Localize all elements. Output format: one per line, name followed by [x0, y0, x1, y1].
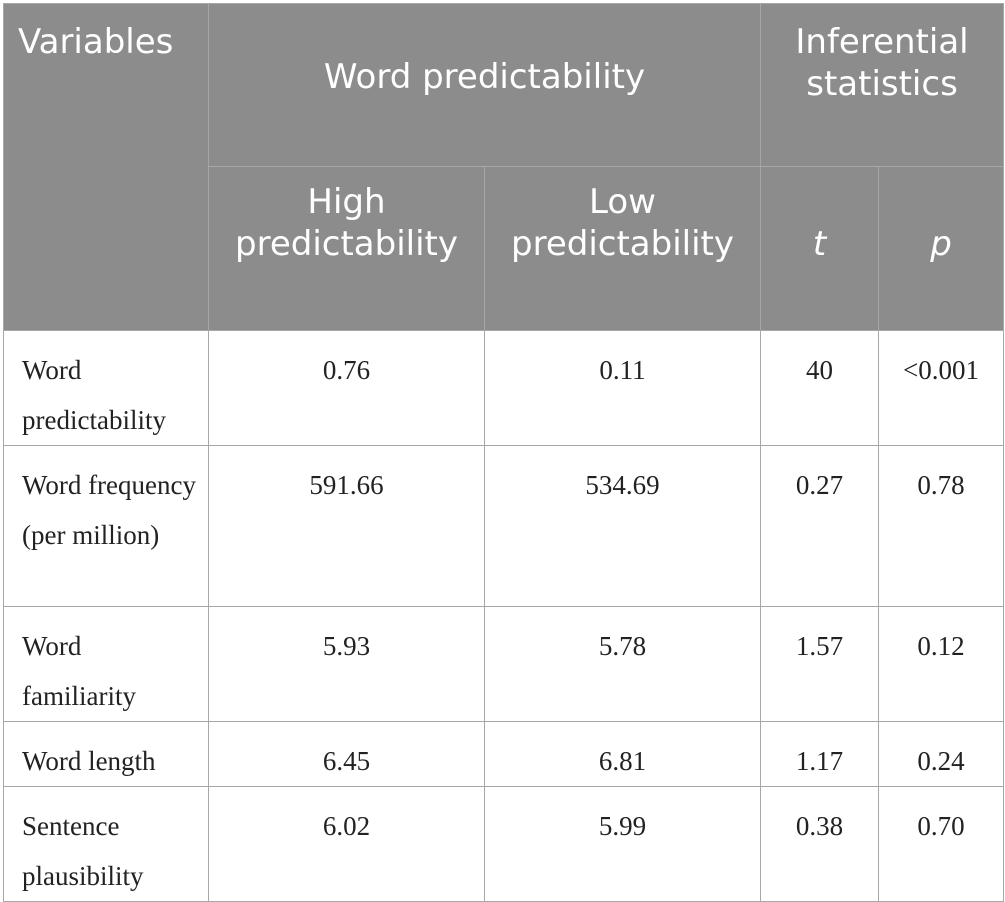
cell-high: 6.45 [208, 721, 485, 787]
row-variable: Sentence plausibility [3, 786, 209, 902]
cell-p: 0.24 [878, 721, 1005, 787]
row-variable: Word frequency (per million) [3, 445, 209, 607]
table-row: Word frequency (per million) 591.66 534.… [3, 445, 1005, 607]
cell-low: 534.69 [483, 445, 762, 607]
row-variable: Word familiarity [3, 606, 209, 722]
cell-high: 591.66 [208, 445, 485, 607]
header-p: p [878, 166, 1005, 331]
header-variables: Variables [3, 3, 209, 331]
cell-t: 40 [760, 330, 880, 446]
header-word-predictability: Word predictability [207, 3, 762, 167]
table-row: Word predictability 0.76 0.11 40 <0.001 [3, 330, 1005, 446]
cell-low: 5.78 [483, 606, 762, 722]
header-high-predictability: High predictability [208, 166, 485, 331]
table-header: Variables Word predictability Inferentia… [3, 3, 1005, 331]
row-variable: Word length [3, 721, 209, 787]
cell-low: 0.11 [483, 330, 762, 446]
header-t: t [760, 166, 880, 331]
stimulus-properties-table: Variables Word predictability Inferentia… [3, 3, 1005, 902]
row-variable: Word predictability [3, 330, 209, 446]
header-low-predictability: Low predictability [483, 166, 762, 331]
header-inferential-statistics: Inferential statistics [760, 3, 1005, 167]
table-body: Word predictability 0.76 0.11 40 <0.001 … [3, 330, 1005, 902]
cell-high: 0.76 [208, 330, 485, 446]
cell-p: <0.001 [878, 330, 1005, 446]
cell-high: 6.02 [208, 786, 485, 902]
subheader-row: High predictability Low predictability t… [4, 166, 1005, 331]
cell-p: 0.78 [878, 445, 1005, 607]
cell-p: 0.12 [878, 606, 1005, 722]
cell-t: 0.38 [760, 786, 880, 902]
table-row: Word familiarity 5.93 5.78 1.57 0.12 [3, 606, 1005, 722]
cell-p: 0.70 [878, 786, 1005, 902]
table-row: Word length 6.45 6.81 1.17 0.24 [3, 721, 1005, 787]
header-row: Variables Word predictability Inferentia… [3, 3, 1005, 331]
cell-t: 1.57 [760, 606, 880, 722]
cell-low: 6.81 [483, 721, 762, 787]
cell-high: 5.93 [208, 606, 485, 722]
table-row: Sentence plausibility 6.02 5.99 0.38 0.7… [3, 786, 1005, 902]
cell-t: 0.27 [760, 445, 880, 607]
cell-t: 1.17 [760, 721, 880, 787]
cell-low: 5.99 [483, 786, 762, 902]
